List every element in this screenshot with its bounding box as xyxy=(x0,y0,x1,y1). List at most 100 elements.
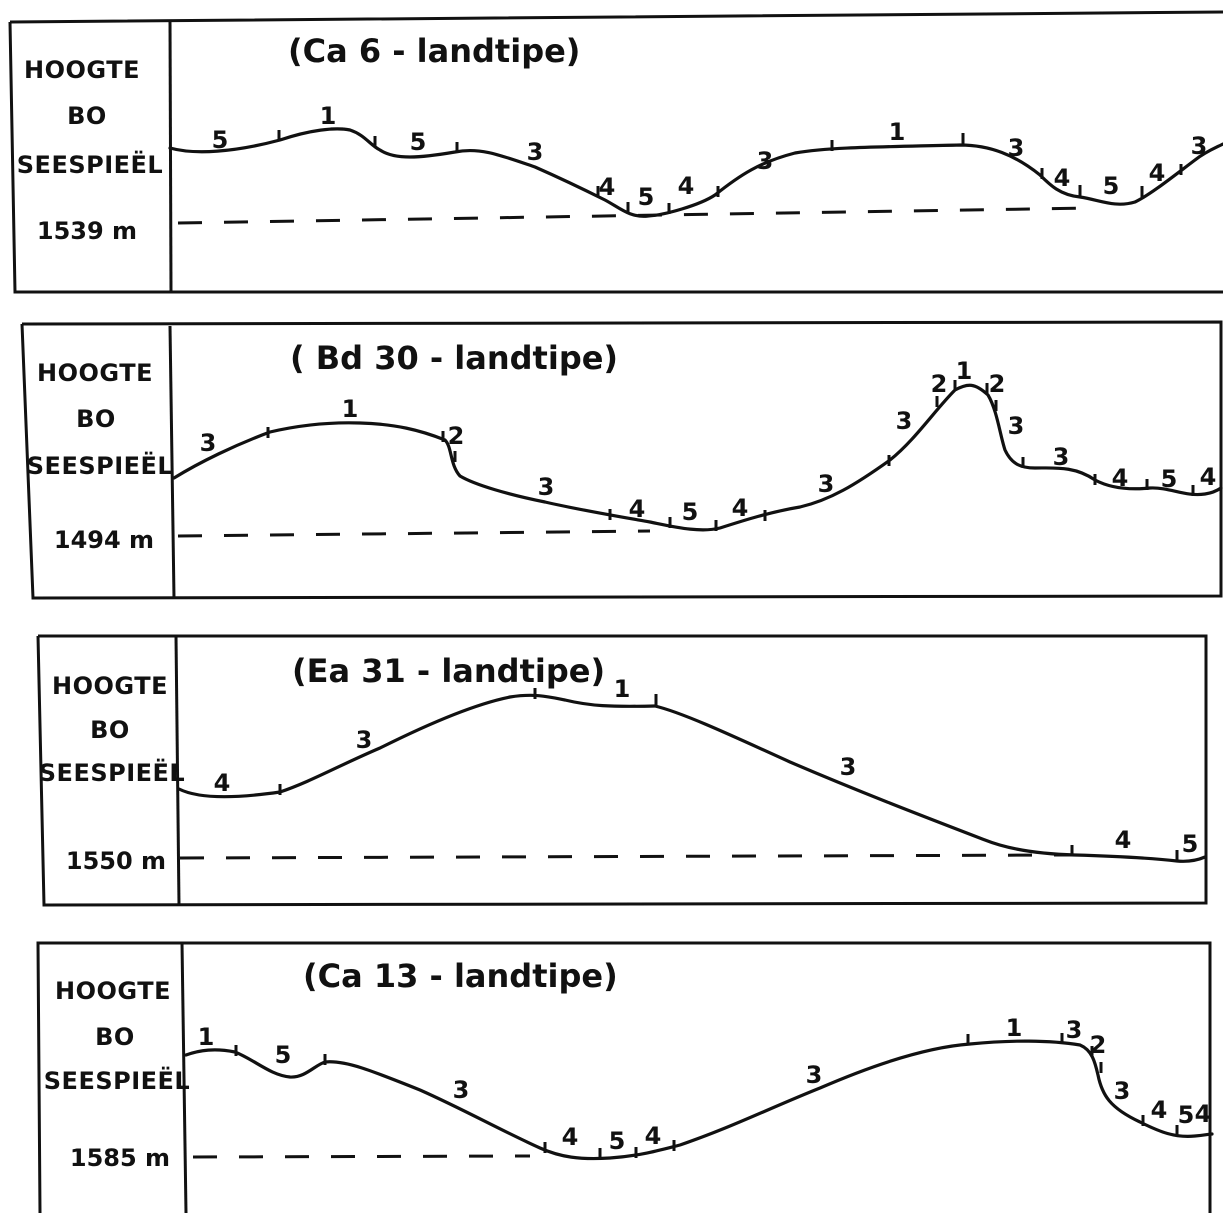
label-divider xyxy=(168,19,173,293)
profile-panel-ea31: HOOGTE BO SEESPIEËL 1550 m (Ea 31 - land… xyxy=(36,634,1208,907)
side-label-line-3: SEESPIEËL xyxy=(17,150,163,179)
unit-label: 1 xyxy=(1006,1014,1023,1042)
unit-label: 4 xyxy=(732,494,749,522)
terrain-profile-line xyxy=(172,383,1223,532)
unit-label: 5 xyxy=(609,1127,626,1155)
unit-label: 4 xyxy=(1151,1096,1168,1124)
unit-label: 1 xyxy=(614,675,631,703)
unit-label: 4 xyxy=(1195,1100,1212,1128)
unit-label: 5 xyxy=(275,1041,292,1069)
panel-frame xyxy=(20,320,1223,600)
unit-label: 4 xyxy=(1149,159,1166,187)
profile-panel-ca13: HOOGTE BO SEESPIEËL 1585 m (Ca 13 - land… xyxy=(36,941,1214,1214)
side-label-line-1: HOOGTE xyxy=(37,359,153,387)
unit-label: 4 xyxy=(1112,464,1129,492)
side-label-line-3: SEESPIEËL xyxy=(39,758,185,787)
profile-panel-bd30: HOOGTE BO SEESPIEËL 1494 m ( Bd 30 - lan… xyxy=(20,320,1223,600)
unit-label: 5 xyxy=(212,126,229,154)
datum-line xyxy=(179,853,1071,860)
unit-label: 1 xyxy=(889,118,906,146)
panel-frame xyxy=(36,634,1208,907)
datum-elevation-label: 1494 m xyxy=(54,526,154,554)
side-label-line-2: BO xyxy=(90,716,130,744)
terrain-profile-line xyxy=(184,1039,1214,1161)
terrain-profile-line xyxy=(177,693,1207,863)
unit-label: 4 xyxy=(1054,164,1071,192)
profile-title: (Ea 31 - landtipe) xyxy=(292,652,605,690)
datum-line xyxy=(192,1154,531,1159)
unit-boundary-ticks xyxy=(278,688,1179,861)
side-label-line-2: BO xyxy=(76,405,116,433)
unit-label: 2 xyxy=(931,370,948,398)
unit-label: 3 xyxy=(818,470,835,498)
unit-label: 4 xyxy=(1200,463,1217,491)
unit-label: 3 xyxy=(806,1061,823,1089)
unit-label: 3 xyxy=(1191,132,1208,160)
unit-label: 3 xyxy=(356,726,373,754)
side-label-line-1: HOOGTE xyxy=(24,56,140,84)
unit-label: 2 xyxy=(1090,1031,1107,1059)
unit-label: 3 xyxy=(757,147,774,175)
unit-label: 3 xyxy=(527,138,544,166)
unit-boundary-ticks xyxy=(277,130,1183,214)
label-divider xyxy=(168,325,176,599)
datum-line xyxy=(177,206,1091,225)
panel-frame xyxy=(8,10,1223,294)
unit-label: 2 xyxy=(989,370,1006,398)
side-label-line-3: SEESPIEËL xyxy=(44,1066,190,1095)
side-label-line-3: SEESPIEËL xyxy=(27,451,173,480)
unit-label: 4 xyxy=(678,172,695,200)
label-divider xyxy=(180,942,188,1214)
unit-label: 4 xyxy=(214,769,231,797)
unit-label: 4 xyxy=(629,495,646,523)
unit-label: 3 xyxy=(840,753,857,781)
unit-label: 3 xyxy=(1008,134,1025,162)
unit-label: 3 xyxy=(453,1076,470,1104)
unit-label: 5 xyxy=(1178,1101,1195,1129)
unit-label: 5 xyxy=(1103,172,1120,200)
unit-label: 3 xyxy=(538,473,555,501)
unit-label: 5 xyxy=(1182,830,1199,858)
datum-elevation-label: 1550 m xyxy=(66,847,166,875)
unit-boundary-ticks xyxy=(234,1033,1179,1159)
label-divider xyxy=(174,635,181,906)
unit-label: 1 xyxy=(956,357,973,385)
profile-title: (Ca 13 - landtipe) xyxy=(303,957,618,995)
landscape-unit-labels: 5 1 5 3 4 5 4 3 1 3 4 5 4 3 xyxy=(212,102,1208,211)
panel-frame xyxy=(36,941,1212,1214)
unit-label: 1 xyxy=(198,1023,215,1051)
datum-elevation-label: 1585 m xyxy=(70,1144,170,1172)
unit-label: 3 xyxy=(1008,412,1025,440)
terrain-profile-line xyxy=(168,127,1223,218)
profile-panel-ca6: HOOGTE BO SEESPIEËL 1539 m (Ca 6 - landt… xyxy=(8,10,1223,294)
landscape-unit-labels: 3 1 2 3 4 5 4 3 3 2 1 2 3 3 4 5 4 xyxy=(200,357,1217,526)
unit-label: 3 xyxy=(200,429,217,457)
unit-label: 1 xyxy=(342,395,359,423)
unit-boundary-ticks xyxy=(266,380,1195,531)
datum-line xyxy=(177,529,651,538)
landscape-unit-labels: 1 5 3 4 5 4 3 1 3 2 3 4 5 4 xyxy=(198,1014,1212,1155)
unit-label: 3 xyxy=(1114,1077,1131,1105)
datum-elevation-label: 1539 m xyxy=(37,217,137,245)
side-label-line-1: HOOGTE xyxy=(55,977,171,1005)
unit-label: 4 xyxy=(645,1122,662,1150)
landscape-unit-labels: 4 3 1 3 4 5 xyxy=(214,675,1199,858)
unit-label: 5 xyxy=(1161,465,1178,493)
unit-label: 1 xyxy=(320,102,337,130)
unit-label: 2 xyxy=(448,422,465,450)
unit-label: 3 xyxy=(1053,443,1070,471)
side-label-line-2: BO xyxy=(67,102,107,130)
unit-label: 5 xyxy=(638,183,655,211)
unit-label: 5 xyxy=(410,128,427,156)
unit-label: 4 xyxy=(1115,826,1132,854)
unit-label: 3 xyxy=(896,407,913,435)
unit-label: 4 xyxy=(562,1123,579,1151)
profile-title: ( Bd 30 - landtipe) xyxy=(290,339,618,377)
profile-title: (Ca 6 - landtipe) xyxy=(288,32,580,70)
unit-label: 3 xyxy=(1066,1016,1083,1044)
unit-label: 5 xyxy=(682,498,699,526)
side-label-line-1: HOOGTE xyxy=(52,672,168,700)
side-label-line-2: BO xyxy=(95,1023,135,1051)
unit-label: 4 xyxy=(599,173,616,201)
